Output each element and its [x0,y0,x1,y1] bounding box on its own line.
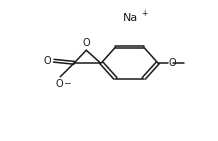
Text: O: O [82,38,90,48]
Text: Na: Na [123,13,138,23]
Text: O: O [44,56,51,66]
Text: O: O [55,79,63,89]
Text: −: − [63,78,70,87]
Text: +: + [141,9,147,18]
Text: O: O [168,58,176,68]
